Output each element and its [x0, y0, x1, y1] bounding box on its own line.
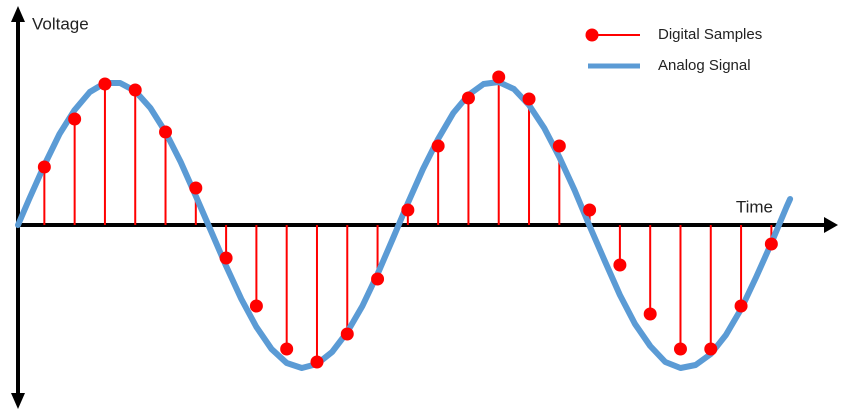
- sample-dot: [189, 181, 203, 195]
- sample-dot: [431, 139, 445, 153]
- y-axis-arrow: [11, 393, 25, 409]
- sample-dot: [552, 139, 566, 153]
- sample-dot: [401, 203, 415, 217]
- sample-dot: [219, 251, 233, 265]
- sample-dot: [704, 342, 718, 356]
- legend-swatch: [585, 28, 599, 42]
- x-axis-arrow: [824, 217, 838, 233]
- sample-dot: [340, 327, 354, 341]
- sample-dot: [310, 355, 324, 369]
- sample-dot: [764, 237, 778, 251]
- y-axis-label: Voltage: [32, 14, 89, 33]
- sample-dot: [98, 77, 112, 91]
- sample-dot: [128, 83, 142, 97]
- sample-dot: [371, 272, 385, 286]
- sample-dot: [37, 160, 51, 174]
- sample-dot: [643, 307, 657, 321]
- y-axis-arrow: [11, 6, 25, 22]
- sample-dot: [68, 112, 82, 126]
- sample-dot: [492, 70, 506, 84]
- sample-dot: [461, 91, 475, 105]
- sample-dot: [522, 92, 536, 106]
- sample-dot: [280, 342, 294, 356]
- analog-signal: [15, 79, 794, 371]
- sample-dot: [613, 258, 627, 272]
- sample-dot: [249, 299, 263, 313]
- x-axis-label: Time: [736, 197, 773, 216]
- sample-dot: [673, 342, 687, 356]
- sample-dot: [159, 125, 173, 139]
- sample-dot: [583, 203, 597, 217]
- sample-dot: [734, 299, 748, 313]
- legend-label: Analog Signal: [658, 57, 751, 74]
- legend-label: Digital Samples: [658, 26, 762, 43]
